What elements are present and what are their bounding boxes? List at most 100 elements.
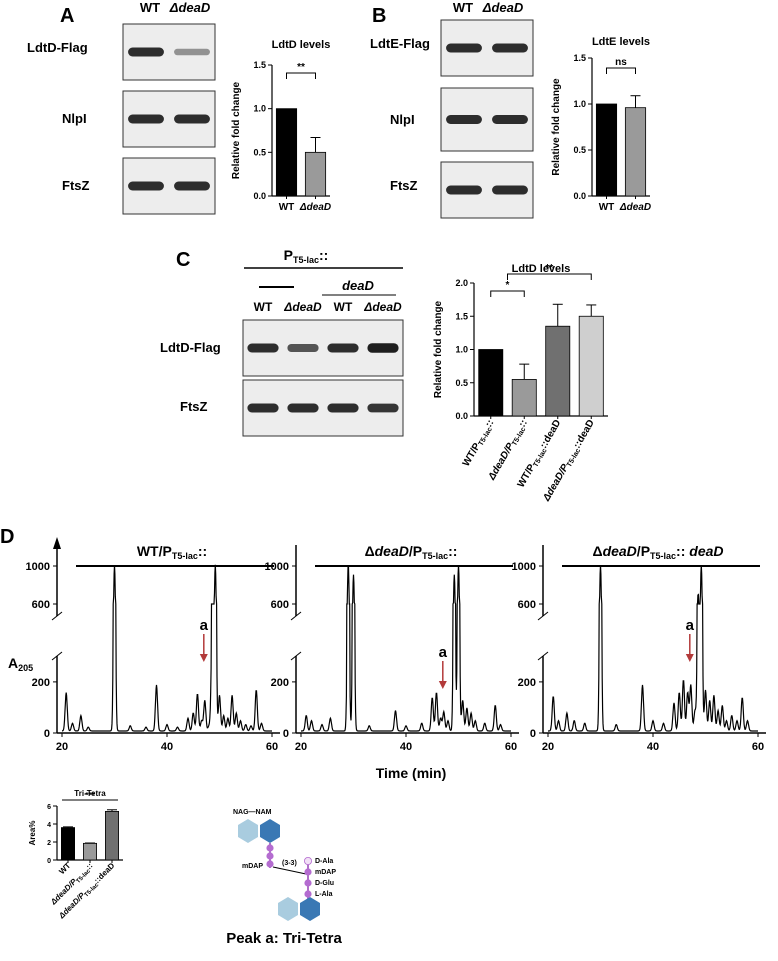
y-tick-label: 1.5 — [573, 53, 586, 63]
y-axis-label: Relative fold change — [551, 78, 562, 176]
blot-label-ftsz: FtsZ — [390, 178, 418, 193]
blot-band — [367, 403, 399, 413]
title-part: Δ — [593, 543, 603, 559]
significance-label: ns — [615, 57, 627, 68]
axis-break-gap — [52, 616, 62, 656]
bar — [105, 811, 120, 861]
panel-c: C PT5-lac:: deaD WT ΔdeaD WT ΔdeaD LdtD-… — [160, 247, 608, 504]
y-tick-label: 1000 — [26, 561, 50, 573]
trace-title: WT/PT5-lac:: — [137, 543, 207, 561]
stem-label: L-Ala — [315, 891, 333, 898]
blot-band — [174, 48, 210, 56]
significance-label: * — [506, 280, 510, 291]
axis-break-mark — [51, 651, 63, 661]
y-tick-label: 0 — [530, 728, 536, 740]
blot-band — [128, 114, 164, 124]
x-tick-label: 60 — [752, 741, 764, 753]
x-tick-label: 20 — [56, 741, 68, 753]
y-tick-label: 0.0 — [573, 191, 586, 201]
bar — [511, 379, 537, 417]
bar-chart-ldte-levels: LdtE levels 0.0 0.5 1.0 1.5 Relative fold cha… — [551, 36, 651, 213]
blot-label-ldtd-flag: LdtD-Flag — [160, 340, 221, 355]
chromatogram-trace — [548, 564, 758, 732]
blot-bands — [128, 181, 210, 191]
stem-label: D-Ala — [315, 858, 333, 865]
blot-band — [287, 344, 319, 352]
bar — [578, 315, 604, 417]
blot-bands — [446, 185, 528, 195]
title-part: :: — [198, 543, 207, 559]
structure-top-label: NAG—NAM — [233, 809, 272, 816]
blot-label-ldtd-flag: LdtD-Flag — [27, 40, 88, 55]
y-tick-label: 0 — [47, 858, 51, 865]
stem-label: mDAP — [315, 869, 336, 876]
x-tick-label: ΔdeaD — [619, 202, 651, 213]
x-tick-label: 40 — [400, 741, 412, 753]
significance-label: ** — [545, 263, 553, 274]
title-subscript: T5-lac — [422, 551, 448, 561]
chart-title: Tri-Tetra — [74, 789, 106, 798]
y-tick-label: 200 — [32, 677, 50, 689]
chromatogram-trace — [62, 564, 272, 732]
residue-circle-d-ala — [303, 857, 312, 866]
residue-circle — [266, 852, 274, 860]
blot-band — [247, 403, 279, 413]
trace-title: ΔdeaD/PT5-lac:: deaD — [593, 543, 724, 561]
tick-label-part: ΔdeaD/P — [486, 441, 516, 483]
nag-hexagon-top — [238, 819, 258, 843]
lane-label-deaD: ΔdeaD — [283, 300, 322, 314]
structure-caption: Peak a: Tri-Tetra — [226, 930, 342, 947]
axis-break-mark — [290, 611, 302, 621]
stem-label: D-Glu — [315, 880, 334, 887]
x-tick-label: 20 — [542, 741, 554, 753]
title-part: deaD — [603, 543, 637, 559]
title-subscript: T5-lac — [650, 551, 676, 561]
residue-circle — [266, 844, 274, 852]
x-axis-label: Time (min) — [376, 765, 447, 781]
title-part: P — [413, 543, 422, 559]
chart-title: LdtD levels — [512, 263, 571, 275]
tick-label-part: ΔdeaD/P — [541, 462, 571, 504]
tick-label-part: :: — [84, 861, 94, 871]
lane-label-wt: WT — [254, 300, 273, 314]
tick-label-part: :: — [517, 418, 530, 429]
y-tick-label: 200 — [271, 677, 289, 689]
title-part: :: — [448, 543, 457, 559]
trace-title: ΔdeaD/PT5-lac:: — [365, 543, 458, 561]
x-tick-label: 20 — [295, 741, 307, 753]
axis-break-mark — [51, 611, 63, 621]
mdap-left-label: mDAP — [242, 863, 263, 870]
lane-label-deaD: ΔdeaD — [482, 0, 524, 15]
significance-label: ** — [297, 62, 305, 73]
blot-bands — [128, 47, 210, 57]
panel-letter-a: A — [60, 5, 74, 27]
axis-break-gap — [291, 616, 301, 656]
blot-band — [247, 343, 279, 353]
nam-hexagon-bottom — [300, 897, 320, 921]
tick-label-part: :: — [483, 418, 496, 429]
y-tick-label: 600 — [518, 599, 536, 611]
title-part: P — [162, 543, 171, 559]
significance-bracket — [490, 290, 525, 297]
y-tick-label: 0.5 — [573, 145, 586, 155]
lane-label-wt: WT — [334, 300, 353, 314]
tick-label-part: ::deaD — [92, 861, 116, 885]
chart-title: LdtD levels — [272, 39, 331, 51]
blot-band — [446, 115, 482, 124]
axis-break-gap — [538, 616, 548, 656]
blot-bands — [128, 114, 210, 124]
bar-chart-ldtd-levels-a: LdtD levels 0.0 0.5 1.0 1.5 Relative fold cha… — [231, 39, 331, 213]
y-tick-label: 2.0 — [455, 278, 468, 288]
blot-band — [327, 343, 359, 353]
y-tick-label: 1.0 — [253, 104, 266, 114]
significance-bracket — [286, 72, 316, 79]
y-tick-label: 2 — [47, 840, 51, 847]
bar-chart-tri-tetra: Tri-Tetra0246Area%***WTΔdeaD/PT5-lac::Δd… — [28, 789, 123, 921]
construct-label: PT5-lac:: — [284, 247, 329, 265]
title-part: Δ — [365, 543, 375, 559]
blot-band — [128, 181, 164, 191]
tick-label-part: WT — [57, 861, 72, 876]
